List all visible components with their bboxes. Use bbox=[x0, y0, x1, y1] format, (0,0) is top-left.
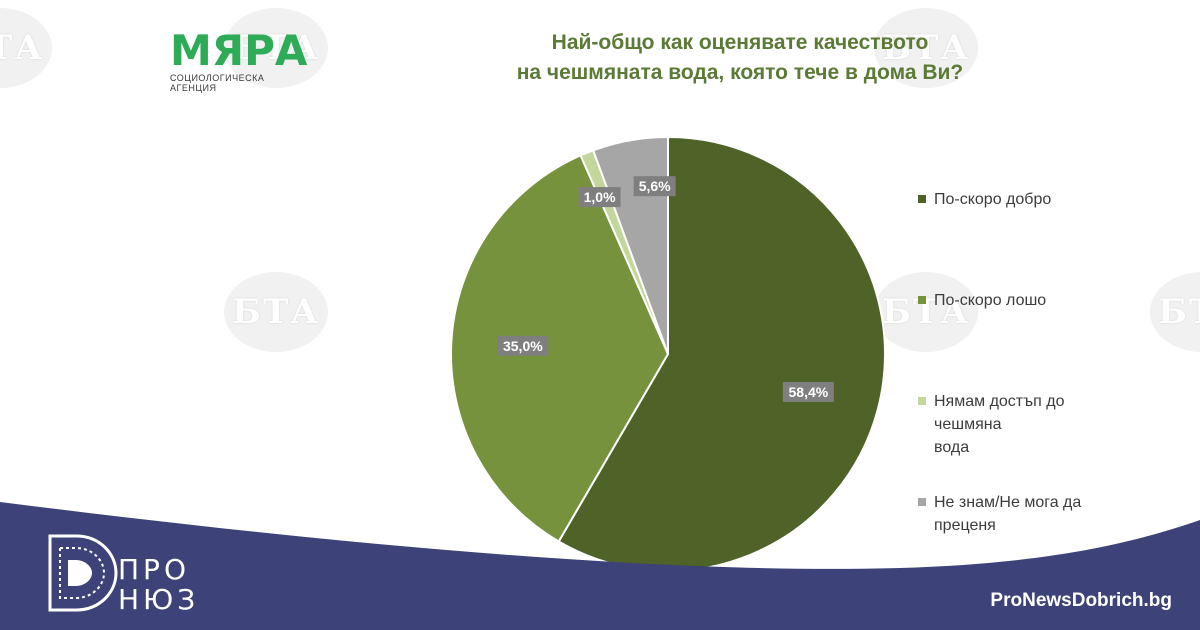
legend-label: По-скоро добро bbox=[934, 191, 1052, 208]
watermark-logo: БТА bbox=[874, 272, 978, 352]
svg-text:35,0%: 35,0% bbox=[503, 338, 543, 354]
footer-logo-icon bbox=[48, 534, 118, 612]
legend-label: По-скоро лошо bbox=[934, 292, 1047, 309]
svg-text:58,4%: 58,4% bbox=[789, 384, 829, 400]
legend-swatch bbox=[918, 397, 926, 405]
data-label: 1,0% bbox=[578, 187, 621, 208]
agency-logo-subtitle: СОЦИОЛОГИЧЕСКА АГЕНЦИЯ bbox=[170, 73, 265, 93]
svg-text:1,0%: 1,0% bbox=[584, 189, 616, 205]
svg-text:5,6%: 5,6% bbox=[639, 178, 671, 194]
agency-logo: МЯРА СОЦИОЛОГИЧЕСКА АГЕНЦИЯ bbox=[170, 26, 310, 94]
data-label: 5,6% bbox=[633, 176, 676, 197]
legend-swatch bbox=[918, 195, 926, 203]
footer-logo-line: ПРО bbox=[118, 553, 190, 586]
footer-logo-line: НЮЗ bbox=[118, 583, 200, 616]
watermark-logo: БТА bbox=[224, 8, 328, 88]
footer-logo-text: ПРО НЮЗ bbox=[118, 555, 199, 615]
agency-logo-name: МЯРА bbox=[170, 26, 308, 75]
footer-site-link[interactable]: ProNewsDobrich.bg bbox=[990, 590, 1172, 611]
legend-label: Нямам достъп до чешмяна вода bbox=[934, 393, 1065, 456]
legend-label: Не знам/Не мога да преценя bbox=[934, 494, 1082, 534]
data-label: 35,0% bbox=[497, 335, 549, 356]
watermark-logo: БТА bbox=[224, 272, 328, 352]
legend-swatch bbox=[918, 296, 926, 304]
legend-swatch bbox=[918, 498, 926, 506]
chart-title-line: на чешмяната вода, която тече в дома Ви? bbox=[516, 61, 964, 84]
chart-title: Най-общо как оценявате качеството на чеш… bbox=[440, 28, 1040, 88]
watermark-logo: БТА bbox=[874, 8, 978, 88]
chart-title-line: Най-общо как оценявате качеството bbox=[551, 31, 929, 54]
pie-slice bbox=[450, 154, 670, 543]
data-label: 58,4% bbox=[782, 381, 834, 402]
